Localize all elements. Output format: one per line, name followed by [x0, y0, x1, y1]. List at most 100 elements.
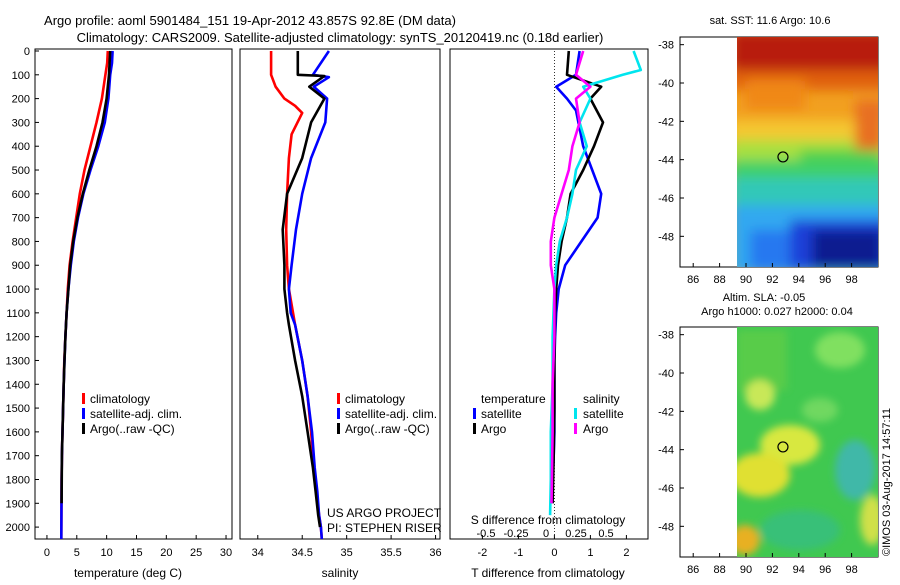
depth-tick-label: 200 — [12, 94, 30, 106]
difference-axes — [449, 48, 649, 540]
depth-tick-label: 1400 — [6, 379, 30, 391]
series-line-argo-raw-qc- — [281, 51, 326, 528]
legend-swatch-satellite — [337, 408, 340, 419]
difference-legend: temperature salinity satellite Argo sate… — [473, 392, 624, 436]
sla-map-title-line1: Altim. SLA: -0.05 — [723, 292, 806, 304]
map-x-tick-label: 88 — [713, 274, 725, 286]
map-y-tick-label: -42 — [658, 406, 674, 418]
legend-label-climatology: climatology — [345, 392, 405, 406]
map-x-tick-label: 86 — [687, 274, 699, 286]
x-tick-label: 35 — [341, 547, 353, 559]
sst-map-axes: 86 88 90 92 94 96 98 -38 -40 -42 -44 -46 -48 — [658, 40, 858, 286]
map-x-tick-label: 90 — [740, 274, 752, 286]
depth-tick-label: 1100 — [6, 308, 30, 320]
depth-tick-label: 1700 — [6, 451, 30, 463]
project-credit: US ARGO PROJECT — [327, 506, 442, 520]
x2-tick-label: 0 — [543, 528, 549, 540]
x-tick-label: 25 — [190, 547, 202, 559]
difference-x2-axis: -0.5 -0.25 0 0.25 0.5 — [477, 528, 614, 540]
depth-tick-label: 2000 — [6, 522, 30, 534]
legend-swatch-sal-satellite — [574, 408, 577, 419]
x2-tick-label: 0.5 — [598, 528, 613, 540]
legend-label-satellite: satellite-adj. clim. — [345, 407, 437, 421]
legend-swatch-argo — [337, 423, 340, 434]
x2-tick-label: -0.5 — [477, 528, 496, 540]
map-x-tick-label: 96 — [819, 274, 831, 286]
sst-map-title: sat. SST: 11.6 Argo: 10.6 — [710, 15, 831, 27]
depth-tick-label: 1900 — [6, 498, 30, 510]
depth-tick-label: 600 — [12, 189, 30, 201]
map-x-tick-label: 86 — [687, 564, 699, 576]
x-tick-label: 5 — [74, 547, 80, 559]
map-y-tick-label: -46 — [658, 483, 674, 495]
map-x-tick-label: 92 — [766, 274, 778, 286]
map-x-tick-label: 88 — [713, 564, 725, 576]
sst-argo-position-marker — [777, 151, 789, 163]
salinity-x-axis: 34 34.5 35 35.5 36 — [252, 535, 442, 559]
x-tick-label: 0 — [44, 547, 50, 559]
sla-map-title-line2: Argo h1000: 0.027 h2000: 0.04 — [701, 306, 853, 318]
depth-tick-label: 300 — [12, 117, 30, 129]
legend-label-argo: Argo(..raw -QC) — [90, 422, 175, 436]
depth-tick-label: 100 — [12, 70, 30, 82]
temperature-x-label: temperature (deg C) — [74, 566, 182, 580]
temperature-axes — [34, 48, 233, 540]
x-tick-label: 30 — [220, 547, 232, 559]
map-y-tick-label: -42 — [658, 116, 674, 128]
legend-label-sal-argo: Argo — [583, 422, 609, 436]
map-y-tick-label: -44 — [658, 155, 674, 167]
depth-tick-label: 900 — [12, 260, 30, 272]
profile-lines — [60, 50, 643, 540]
pi-credit: PI: STEPHEN RISER — [327, 521, 442, 535]
legend-header-salinity: salinity — [583, 392, 620, 406]
depth-tick-label: 1200 — [6, 332, 30, 344]
map-y-tick-label: -48 — [658, 521, 674, 533]
legend-label-climatology: climatology — [90, 392, 150, 406]
imos-timestamp: ©IMOS 03-Aug-2017 14:57:11 — [881, 408, 893, 556]
salinity-legend: climatology satellite-adj. clim. Argo(..… — [337, 392, 437, 436]
map-y-tick-label: -40 — [658, 368, 674, 380]
legend-swatch-climatology — [337, 393, 340, 404]
depth-tick-label: 1000 — [6, 284, 30, 296]
temperature-x-axis: 0 5 10 15 20 25 30 — [44, 535, 232, 559]
x2-tick-label: -0.25 — [503, 528, 528, 540]
salinity-axes — [239, 48, 441, 540]
depth-tick-label: 500 — [12, 165, 30, 177]
figure-title-line2: Climatology: CARS2009. Satellite-adjuste… — [77, 30, 604, 45]
temperature-legend: climatology satellite-adj. clim. Argo(..… — [82, 392, 182, 436]
x-tick-label: 10 — [101, 547, 113, 559]
x-tick-label: -1 — [514, 547, 524, 559]
map-x-tick-label: 96 — [819, 564, 831, 576]
legend-swatch-temp-argo — [473, 423, 476, 434]
legend-label-temp-argo: Argo — [481, 422, 507, 436]
map-y-tick-label: -38 — [658, 330, 674, 342]
map-y-tick-label: -48 — [658, 231, 674, 243]
depth-tick-label: 1300 — [6, 355, 30, 367]
sla-map-axes: 86 88 90 92 94 96 98 -38 -40 -42 -44 -46 -48 — [658, 330, 858, 576]
difference-x-label: T difference from climatology — [471, 566, 625, 580]
map-y-tick-label: -44 — [658, 445, 674, 457]
series-line-salinity-argo — [549, 50, 592, 504]
legend-swatch-satellite — [82, 408, 85, 419]
x-tick-label: 34.5 — [292, 547, 313, 559]
x-tick-label: 0 — [551, 547, 557, 559]
sst-heatmap — [737, 37, 878, 267]
map-x-tick-label: 92 — [766, 564, 778, 576]
figure-title-line1: Argo profile: aoml 5901484_151 19-Apr-20… — [44, 13, 456, 28]
map-x-tick-label: 98 — [845, 274, 857, 286]
legend-label-sal-satellite: satellite — [583, 407, 624, 421]
depth-tick-label: 800 — [12, 236, 30, 248]
x2-tick-label: 0.25 — [565, 528, 586, 540]
map-y-tick-label: -40 — [658, 78, 674, 90]
legend-swatch-temp-satellite — [473, 408, 476, 419]
x-tick-label: 35.5 — [380, 547, 401, 559]
depth-axis: 0 100 200 300 400 500 600 700 800 900 1000 1100 1200… — [6, 46, 39, 534]
x-tick-label: 1 — [587, 547, 593, 559]
x-tick-label: -2 — [478, 547, 488, 559]
map-y-tick-label: -38 — [658, 40, 674, 52]
x-tick-label: 20 — [160, 547, 172, 559]
series-line-argo-raw-qc- — [60, 50, 112, 504]
legend-swatch-sal-argo — [574, 423, 577, 434]
map-x-tick-label: 98 — [845, 564, 857, 576]
